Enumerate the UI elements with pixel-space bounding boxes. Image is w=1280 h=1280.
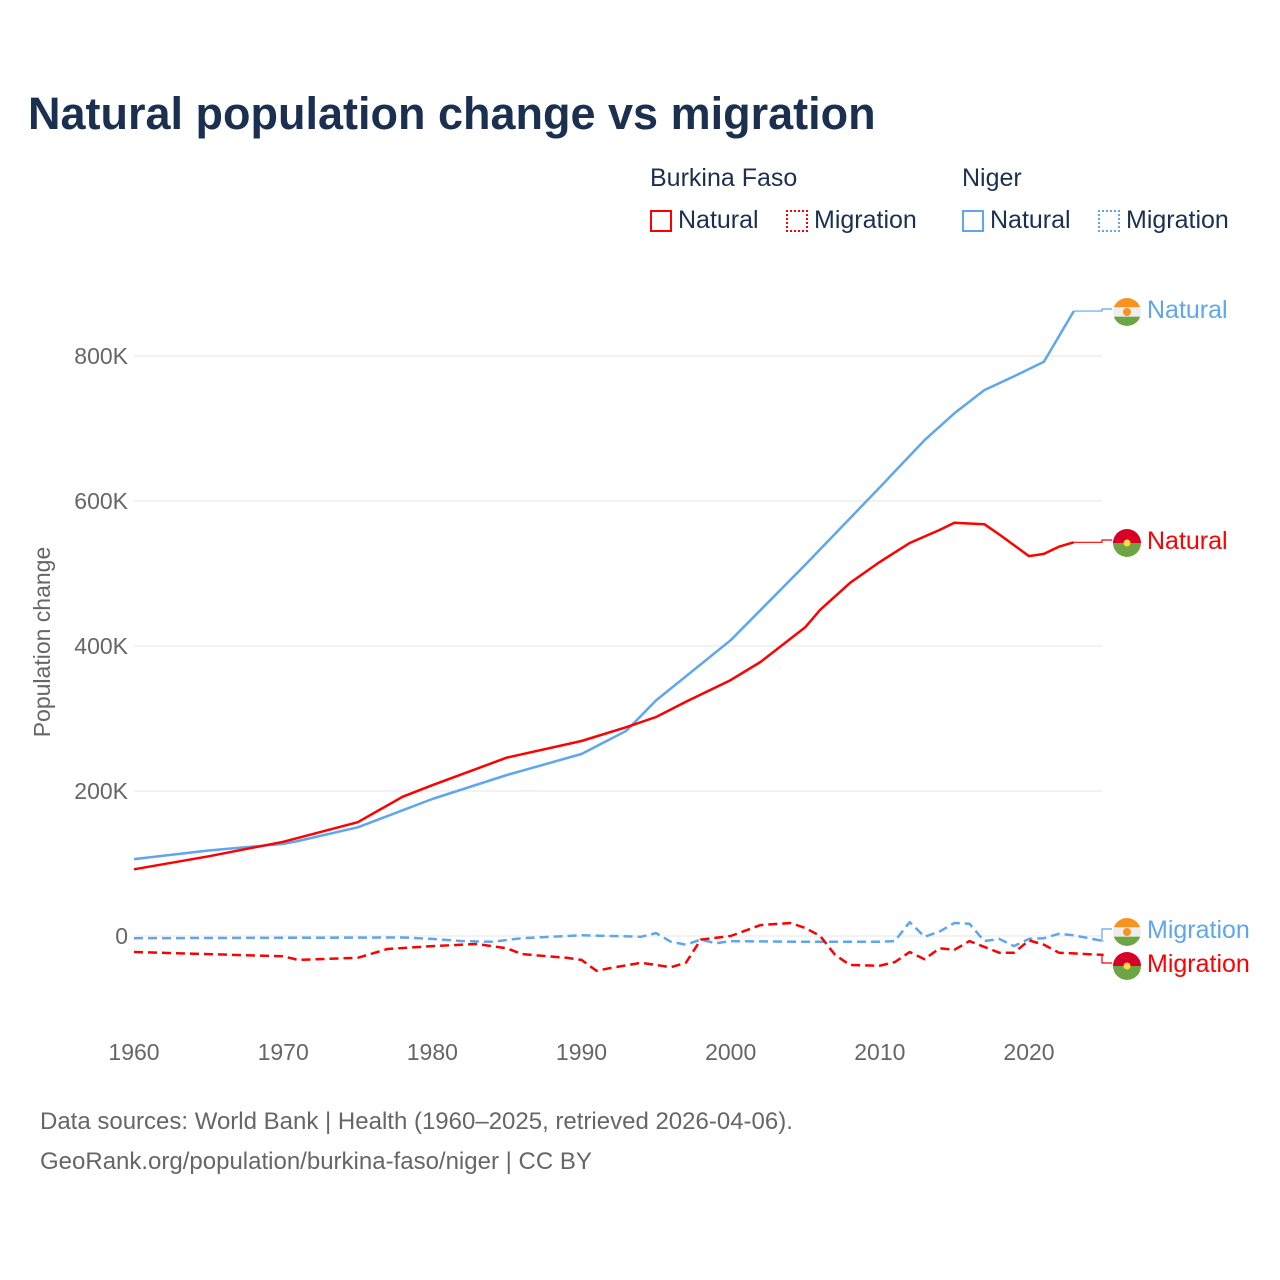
burkina-faso-flag-icon xyxy=(1113,952,1141,980)
chart-title: Natural population change vs migration xyxy=(28,88,876,139)
legend-group-niger: Niger xyxy=(962,164,1022,192)
series-line-niger-natural xyxy=(133,310,1075,861)
burkina-faso-flag-icon xyxy=(1113,529,1141,557)
niger-flag-icon xyxy=(1113,298,1141,326)
legend-label: Natural xyxy=(990,206,1071,234)
x-tick-label: 2010 xyxy=(854,1039,905,1065)
series-end-label: Migration xyxy=(1147,916,1250,944)
series-end-label: Migration xyxy=(1147,950,1250,978)
y-tick-label: 600K xyxy=(74,488,128,514)
legend-swatch-dotted xyxy=(1098,209,1120,232)
legend-swatch-dotted xyxy=(786,209,808,232)
x-tick-label: 1960 xyxy=(108,1039,159,1065)
y-axis-label: Population change xyxy=(29,547,55,738)
x-tick-label: 1970 xyxy=(258,1039,309,1065)
series-line-niger-migration xyxy=(133,920,1104,948)
label-connector xyxy=(1101,954,1112,964)
x-tick-label: 1990 xyxy=(556,1039,607,1065)
label-connector xyxy=(1073,308,1112,312)
y-tick-label: 800K xyxy=(74,343,128,369)
legend-label: Migration xyxy=(1126,206,1229,234)
legend-label: Migration xyxy=(814,206,917,234)
legend-swatch-solid xyxy=(650,209,672,232)
legend-burkina-migration[interactable]: Migration xyxy=(786,206,917,235)
legend-niger-migration[interactable]: Migration xyxy=(1098,206,1229,235)
x-tick-label: 2020 xyxy=(1003,1039,1054,1065)
series-line-burkina-faso-natural xyxy=(133,521,1075,871)
x-tick-label: 2000 xyxy=(705,1039,756,1065)
legend-label: Natural xyxy=(678,206,759,234)
y-tick-label: 200K xyxy=(74,778,128,804)
niger-flag-icon xyxy=(1113,918,1141,946)
legend-swatch-solid xyxy=(962,209,984,232)
series-end-label: Natural xyxy=(1147,527,1228,555)
label-connector xyxy=(1073,539,1112,543)
legend-niger-natural[interactable]: Natural xyxy=(962,206,1071,235)
legend-burkina-natural[interactable]: Natural xyxy=(650,206,759,235)
source-url: GeoRank.org/population/burkina-faso/nige… xyxy=(40,1148,592,1175)
y-tick-label: 400K xyxy=(74,633,128,659)
series-end-label: Natural xyxy=(1147,296,1228,324)
y-tick-label: 0 xyxy=(115,923,128,949)
label-connector xyxy=(1101,928,1112,942)
series-line-burkina-faso-migration xyxy=(133,921,1104,973)
x-tick-label: 1980 xyxy=(407,1039,458,1065)
legend-group-burkina-faso: Burkina Faso xyxy=(650,164,798,192)
source-note: Data sources: World Bank | Health (1960–… xyxy=(40,1108,793,1135)
